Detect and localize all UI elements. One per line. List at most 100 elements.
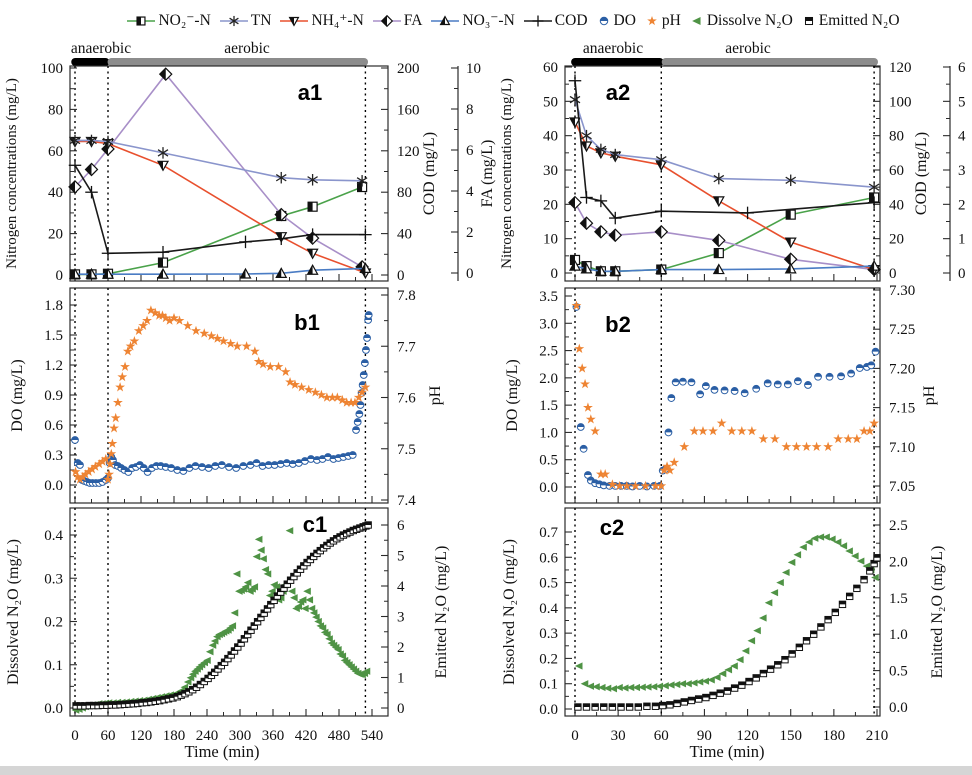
right-axis-title-c1: Emitted N₂O (mg/L) bbox=[433, 546, 450, 679]
svg-text:1.8: 1.8 bbox=[44, 298, 63, 314]
legend-item-nh4-n: NH₄⁺-N bbox=[279, 11, 364, 30]
x-axis-b2 bbox=[574, 496, 878, 503]
svg-text:30: 30 bbox=[611, 728, 626, 744]
series-c2-dissolve-n2o bbox=[574, 533, 879, 693]
svg-text:150: 150 bbox=[779, 728, 802, 744]
right-axis-a2: 0 20 40 60 80 100 120 COD (mg/L) bbox=[873, 60, 930, 282]
svg-text:100: 100 bbox=[889, 94, 912, 110]
svg-text:5: 5 bbox=[397, 549, 405, 565]
right-axis-c1: 0 1 2 3 4 5 6 Emitted N₂O (mg/L) bbox=[381, 518, 450, 717]
panel-tag-b1: b1 bbox=[294, 310, 320, 335]
chart-legend: NO₂⁻-N TN NH₄⁺-N FA NO₃⁻-N COD DO pH Dissolve N₂… bbox=[60, 11, 966, 30]
legend-item-tn: TN bbox=[219, 11, 272, 30]
right-axis-b1: 7.4 7.5 7.6 7.7 7.8 pH bbox=[381, 288, 444, 509]
svg-text:210: 210 bbox=[866, 728, 889, 744]
legend-item-fa: FA bbox=[372, 12, 422, 30]
svg-text:0.1: 0.1 bbox=[44, 658, 63, 674]
svg-text:0.6: 0.6 bbox=[44, 418, 63, 434]
svg-text:0: 0 bbox=[397, 701, 405, 717]
svg-text:240: 240 bbox=[196, 728, 219, 744]
svg-text:0.9: 0.9 bbox=[44, 388, 63, 404]
svg-text:7.05: 7.05 bbox=[889, 479, 915, 495]
svg-text:80: 80 bbox=[48, 102, 63, 118]
svg-text:0: 0 bbox=[397, 268, 405, 284]
legend-label-emitted-n2o: Emitted N₂O bbox=[818, 11, 900, 29]
plot-frame-a1 bbox=[69, 65, 389, 282]
series-a1-no2-n bbox=[69, 181, 368, 280]
svg-text:90: 90 bbox=[697, 728, 712, 744]
svg-text:2.5: 2.5 bbox=[889, 518, 908, 534]
svg-text:60: 60 bbox=[48, 144, 63, 160]
left-axis-title-c2: Dissolved N₂O (mg/L) bbox=[501, 539, 518, 685]
legend-label-no2-n: NO₂⁻-N bbox=[158, 12, 211, 29]
right-axis-a1: 0 40 80 120 160 200 COD (mg/L) bbox=[381, 61, 438, 284]
panel-tag-b2: b2 bbox=[605, 312, 631, 337]
legend-label-ph: pH bbox=[661, 11, 681, 29]
svg-text:0: 0 bbox=[551, 266, 559, 282]
series-a1-no3-n bbox=[68, 262, 372, 279]
svg-text:4: 4 bbox=[466, 184, 474, 200]
right-axis-title-c2: Emitted N₂O (mg/L) bbox=[929, 546, 946, 679]
svg-text:50: 50 bbox=[543, 94, 558, 110]
svg-text:120: 120 bbox=[130, 728, 153, 744]
svg-text:3: 3 bbox=[397, 610, 405, 626]
left-axis-title-a1: Nitrogen concentrations (mg/L) bbox=[4, 78, 20, 269]
svg-text:0.0: 0.0 bbox=[539, 480, 558, 496]
cod-marker-icon bbox=[523, 15, 552, 26]
svg-text:2.0: 2.0 bbox=[539, 371, 558, 387]
svg-text:0: 0 bbox=[958, 266, 966, 282]
ph-marker-icon bbox=[647, 15, 657, 25]
svg-text:7.25: 7.25 bbox=[889, 322, 915, 338]
panel-b1: 0.00.30.60.91.21.51.8DO (mg/L)7.47.57.67… bbox=[9, 287, 444, 509]
svg-text:1.0: 1.0 bbox=[539, 425, 558, 441]
svg-text:1: 1 bbox=[397, 671, 405, 687]
right-axis-c2: 0.0 0.5 1.0 1.5 2.0 2.5 Emitted N₂O (mg/L) bbox=[873, 518, 946, 716]
plot-frame-a2 bbox=[564, 65, 881, 282]
legend-label-nh4-n: NH₄⁺-N bbox=[311, 12, 364, 29]
legend-label-dissolve-n2o: Dissolve N₂O bbox=[706, 11, 793, 29]
legend-label-tn: TN bbox=[250, 11, 272, 29]
svg-text:120: 120 bbox=[736, 728, 759, 744]
svg-text:0: 0 bbox=[889, 266, 897, 282]
nh4-n-marker-icon bbox=[280, 16, 309, 27]
svg-text:7.7: 7.7 bbox=[397, 339, 416, 355]
x-axis-b1 bbox=[74, 496, 373, 503]
svg-text:1.5: 1.5 bbox=[539, 398, 558, 414]
svg-text:8: 8 bbox=[466, 102, 474, 118]
svg-text:3.0: 3.0 bbox=[539, 316, 558, 332]
legend-item-dissolve-n2o: Dissolve N₂O bbox=[689, 12, 793, 30]
svg-text:2.0: 2.0 bbox=[889, 554, 908, 570]
series-a2-nh4-n bbox=[568, 117, 881, 276]
svg-text:200: 200 bbox=[397, 61, 420, 77]
legend-item-cod: COD bbox=[523, 12, 588, 30]
x-axis-a2 bbox=[574, 274, 878, 281]
right-axis-title-a1: COD (mg/L) bbox=[421, 132, 438, 215]
right-axis-title-b1: pH bbox=[427, 385, 444, 405]
svg-text:0: 0 bbox=[571, 728, 579, 744]
svg-text:80: 80 bbox=[889, 129, 904, 145]
svg-text:1.2: 1.2 bbox=[44, 358, 63, 374]
legend-label-cod: COD bbox=[554, 11, 588, 29]
phase-label: aerobic bbox=[725, 40, 771, 57]
svg-text:100: 100 bbox=[41, 61, 64, 77]
svg-text:360: 360 bbox=[262, 728, 285, 744]
svg-text:120: 120 bbox=[397, 144, 420, 160]
svg-text:120: 120 bbox=[889, 60, 912, 76]
svg-text:0.1: 0.1 bbox=[539, 677, 558, 693]
svg-text:20: 20 bbox=[889, 232, 904, 248]
svg-text:7.8: 7.8 bbox=[397, 288, 416, 304]
svg-text:40: 40 bbox=[889, 197, 904, 213]
svg-text:2: 2 bbox=[958, 197, 966, 213]
series-a2-fa bbox=[568, 195, 881, 277]
fa-axis-title-a1: FA (mg/L) bbox=[479, 140, 496, 208]
series-c1-dissolve-n2o bbox=[71, 527, 371, 714]
legend-item-emitted-n2o: Emitted N₂O bbox=[801, 12, 900, 30]
right-axis-title-b2: pH bbox=[921, 385, 938, 405]
series-a2-tn bbox=[569, 93, 880, 193]
svg-text:7.4: 7.4 bbox=[397, 493, 416, 509]
svg-text:10: 10 bbox=[543, 232, 558, 248]
